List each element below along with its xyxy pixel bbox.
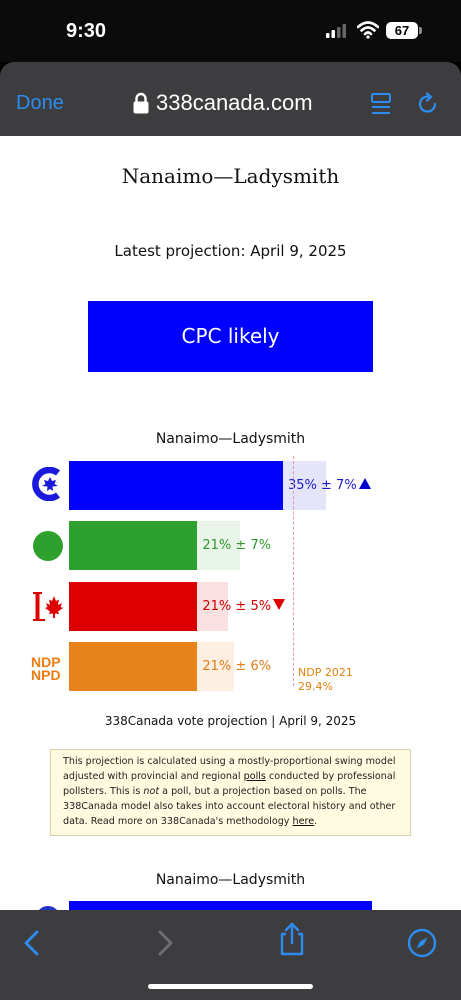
note-text-1: This projection is calculated using a mo…	[63, 756, 396, 782]
address-bar[interactable]: 338canada.com	[132, 90, 313, 116]
share-icon[interactable]	[277, 922, 307, 956]
gpc-value-label: 21% ± 7%	[202, 521, 271, 570]
signal-icon	[326, 24, 346, 38]
ndp-2021-value: 29.4%	[298, 680, 333, 693]
cpc-value-text: 35% ± 7%	[288, 478, 357, 493]
second-chart-title: Nanaimo—Ladysmith	[155, 872, 306, 888]
reader-icon[interactable]	[370, 92, 392, 116]
lpc-logo-icon	[33, 592, 63, 621]
browser-top-bar: Done 338canada.com	[0, 62, 461, 136]
cpc-logo-icon	[32, 467, 61, 501]
home-indicator	[148, 984, 313, 989]
trend-up-icon	[358, 478, 371, 489]
done-button[interactable]: Done	[16, 92, 64, 114]
back-icon[interactable]	[18, 928, 48, 958]
latest-projection: Latest projection: April 9, 2025	[114, 242, 347, 260]
url-text: 338canada.com	[156, 90, 313, 115]
lpc-value-label: 21% ± 5%	[202, 582, 286, 631]
status-badge: CPC likely	[88, 301, 373, 372]
gpc-value-text: 21% ± 7%	[202, 538, 272, 553]
ndp-2021-reference-label: NDP 2021 29.4%	[298, 666, 353, 694]
note-text-3: a poll, but a projection based on polls.…	[63, 786, 396, 827]
trend-down-icon	[273, 599, 286, 610]
lpc-value-text: 21% ± 5%	[202, 599, 272, 614]
polls-link[interactable]: polls	[243, 771, 266, 782]
ndp-logo-icon: NDP NPD	[31, 654, 61, 683]
battery-nub	[419, 27, 422, 34]
lpc-bar	[69, 582, 198, 631]
cpc-value-label: 35% ± 7%	[288, 461, 371, 510]
note-emphasis: not	[143, 786, 160, 797]
methodology-link[interactable]: here	[292, 816, 315, 827]
ndp-2021-label: NDP 2021	[298, 666, 353, 679]
reload-icon[interactable]	[416, 92, 440, 116]
ndp-value-text: 21% ± 6%	[202, 659, 272, 674]
note-text-4: .	[314, 816, 318, 827]
cpc-bar	[69, 461, 283, 510]
compass-icon[interactable]	[407, 928, 437, 958]
wifi-icon	[357, 21, 379, 39]
second-chart-bar-peek	[69, 901, 372, 910]
ndp-2021-reference-line	[293, 456, 294, 686]
gpc-bar	[69, 521, 198, 570]
methodology-note: This projection is calculated using a mo…	[50, 749, 411, 836]
status-time: 9:30	[66, 20, 107, 42]
ndp-value-label: 21% ± 6%	[202, 642, 271, 691]
status-bar: 9:30 67	[0, 0, 461, 62]
page-title: Nanaimo—Ladysmith	[121, 164, 340, 188]
chart-title: Nanaimo—Ladysmith	[155, 431, 306, 447]
forward-icon[interactable]	[149, 928, 179, 958]
cpc-logo-icon-peek	[36, 906, 60, 910]
battery-icon: 67	[386, 22, 418, 39]
gpc-logo-icon	[33, 531, 63, 561]
lock-icon	[133, 92, 149, 114]
ndp-bar	[69, 642, 198, 691]
projection-caption: 338Canada vote projection | April 9, 202…	[104, 714, 357, 728]
web-page: Nanaimo—Ladysmith Latest projection: Apr…	[0, 136, 461, 910]
note-text-2: conducted by professional pollsters. Thi…	[63, 771, 396, 797]
